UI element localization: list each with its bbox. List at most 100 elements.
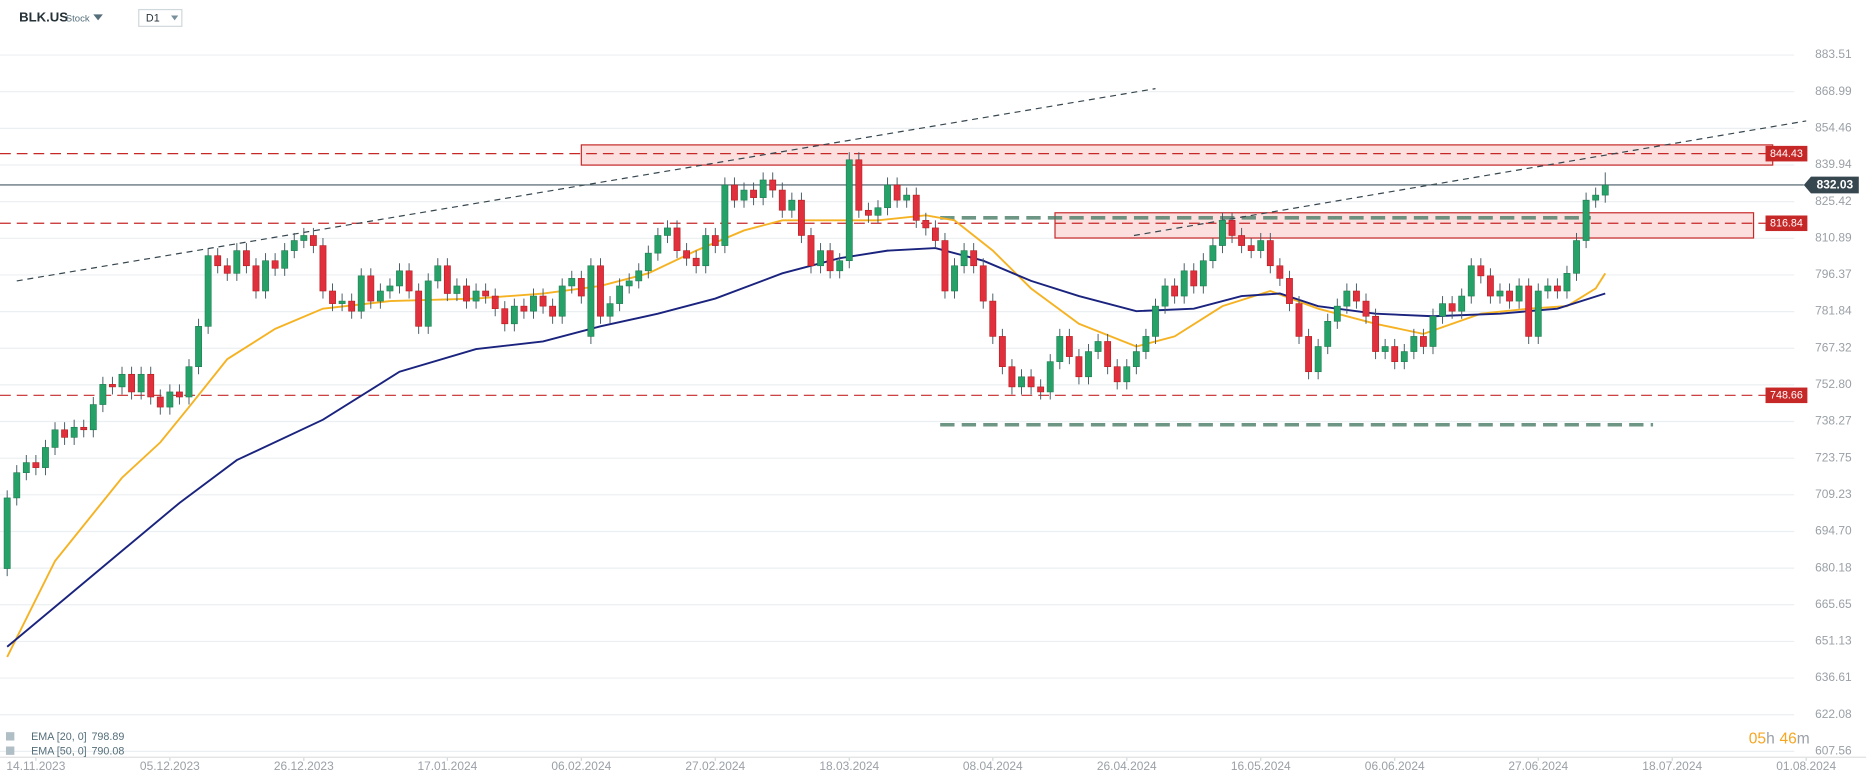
candle-body xyxy=(922,220,930,229)
candle-body xyxy=(376,290,384,302)
countdown-hours: 05 xyxy=(1749,730,1766,747)
countdown-minutes-unit: m xyxy=(1797,730,1810,747)
candle-body xyxy=(166,391,174,408)
candle-body xyxy=(1343,290,1351,307)
candle-body xyxy=(1257,240,1265,251)
x-tick-label: 18.03.2024 xyxy=(819,759,879,773)
y-tick-label: 636.61 xyxy=(1815,670,1852,684)
candle-body xyxy=(1228,220,1236,236)
candle-body xyxy=(271,260,279,269)
candle-body xyxy=(42,447,49,468)
candle-body xyxy=(1324,320,1332,347)
plot-area xyxy=(0,88,1807,658)
candle-body xyxy=(1238,235,1246,246)
y-tick-label: 723.75 xyxy=(1815,450,1852,464)
y-tick-label: 651.13 xyxy=(1815,634,1852,648)
candle-body xyxy=(1046,361,1054,393)
last-price-label: 832.03 xyxy=(1817,178,1854,192)
instrument-symbol[interactable]: BLK.US xyxy=(19,9,68,24)
candle-body xyxy=(654,235,662,254)
x-tick-label: 27.06.2024 xyxy=(1508,759,1568,773)
candle-body xyxy=(137,373,145,393)
candle-body xyxy=(941,240,949,292)
candle-body xyxy=(817,250,824,267)
candle-body xyxy=(1544,285,1552,292)
candle-body xyxy=(1429,315,1437,347)
instrument-dropdown[interactable] xyxy=(93,14,103,21)
candle-body xyxy=(329,290,336,304)
candle-body xyxy=(1199,260,1207,287)
candle-body xyxy=(300,235,308,241)
trend-line xyxy=(16,88,1156,282)
candle-body xyxy=(577,278,585,297)
candle-body xyxy=(1266,240,1274,267)
candle-body xyxy=(769,179,777,191)
candle-body xyxy=(1592,194,1600,201)
candle-body xyxy=(1209,245,1217,262)
candle-body xyxy=(338,300,346,304)
candle-body xyxy=(864,209,872,216)
candle-body xyxy=(491,295,499,309)
x-tick-label: 26.12.2023 xyxy=(274,759,334,773)
x-tick-label: 18.07.2024 xyxy=(1642,759,1702,773)
candle-body xyxy=(1142,336,1150,352)
candle-body xyxy=(61,429,69,438)
candle-body xyxy=(252,265,260,292)
y-tick-label: 752.80 xyxy=(1815,377,1852,391)
x-tick-label: 06.02.2024 xyxy=(551,759,611,773)
y-tick-label: 767.32 xyxy=(1815,340,1852,354)
timeframe: D1 xyxy=(146,12,160,24)
candle-body xyxy=(740,189,748,201)
candle-body xyxy=(1008,366,1016,388)
legend-entry: EMA [20, 0] 798.89 xyxy=(31,731,124,743)
candle-body xyxy=(1037,386,1045,393)
candle-body xyxy=(1104,341,1112,368)
candle-body xyxy=(520,305,528,312)
x-tick-label: 27.02.2024 xyxy=(685,759,745,773)
level-label-box xyxy=(1765,387,1808,404)
x-tick-label: 05.12.2023 xyxy=(140,759,200,773)
candle-body xyxy=(798,199,805,236)
y-tick-label: 622.08 xyxy=(1815,707,1852,721)
level-label: 844.43 xyxy=(1770,148,1803,160)
level-label: 748.66 xyxy=(1770,390,1803,402)
candle-body xyxy=(1458,295,1466,312)
y-tick-label: 665.65 xyxy=(1815,597,1852,611)
candle-body xyxy=(1553,285,1561,292)
candle-body xyxy=(262,260,269,292)
candle-body xyxy=(1506,290,1513,302)
candle-body xyxy=(711,235,719,246)
candle-body xyxy=(750,189,757,198)
candle-body xyxy=(472,290,480,302)
candle-body xyxy=(1305,336,1313,373)
candle-body xyxy=(348,300,356,312)
x-tick-label: 17.01.2024 xyxy=(417,759,477,773)
candle-body xyxy=(463,285,470,302)
candle-body xyxy=(788,199,796,211)
timeframe-select[interactable] xyxy=(138,8,183,27)
candle-body xyxy=(510,305,518,325)
candle-body xyxy=(673,227,681,251)
candle-body xyxy=(625,280,633,287)
candle-body xyxy=(1276,265,1284,279)
candle-body xyxy=(606,303,614,317)
candle-body xyxy=(109,384,116,388)
candle-body xyxy=(1314,346,1322,373)
y-tick-label: 738.27 xyxy=(1815,414,1852,428)
legend-name: EMA [20, 0] xyxy=(31,731,87,743)
candle-body xyxy=(1152,305,1159,337)
candle-body xyxy=(826,250,834,272)
candle-body xyxy=(998,336,1006,368)
candle-body xyxy=(233,250,241,274)
candle-body xyxy=(1161,285,1169,307)
legend-value: 798.89 xyxy=(91,731,124,743)
candle-body xyxy=(242,250,250,267)
candle-body xyxy=(989,300,997,337)
last-price-box xyxy=(1803,176,1859,194)
candle-body xyxy=(960,250,968,267)
x-tick-label: 08.04.2024 xyxy=(963,759,1023,773)
candle-body xyxy=(70,426,78,438)
candle-body xyxy=(1515,285,1523,302)
candle-body xyxy=(874,207,882,216)
